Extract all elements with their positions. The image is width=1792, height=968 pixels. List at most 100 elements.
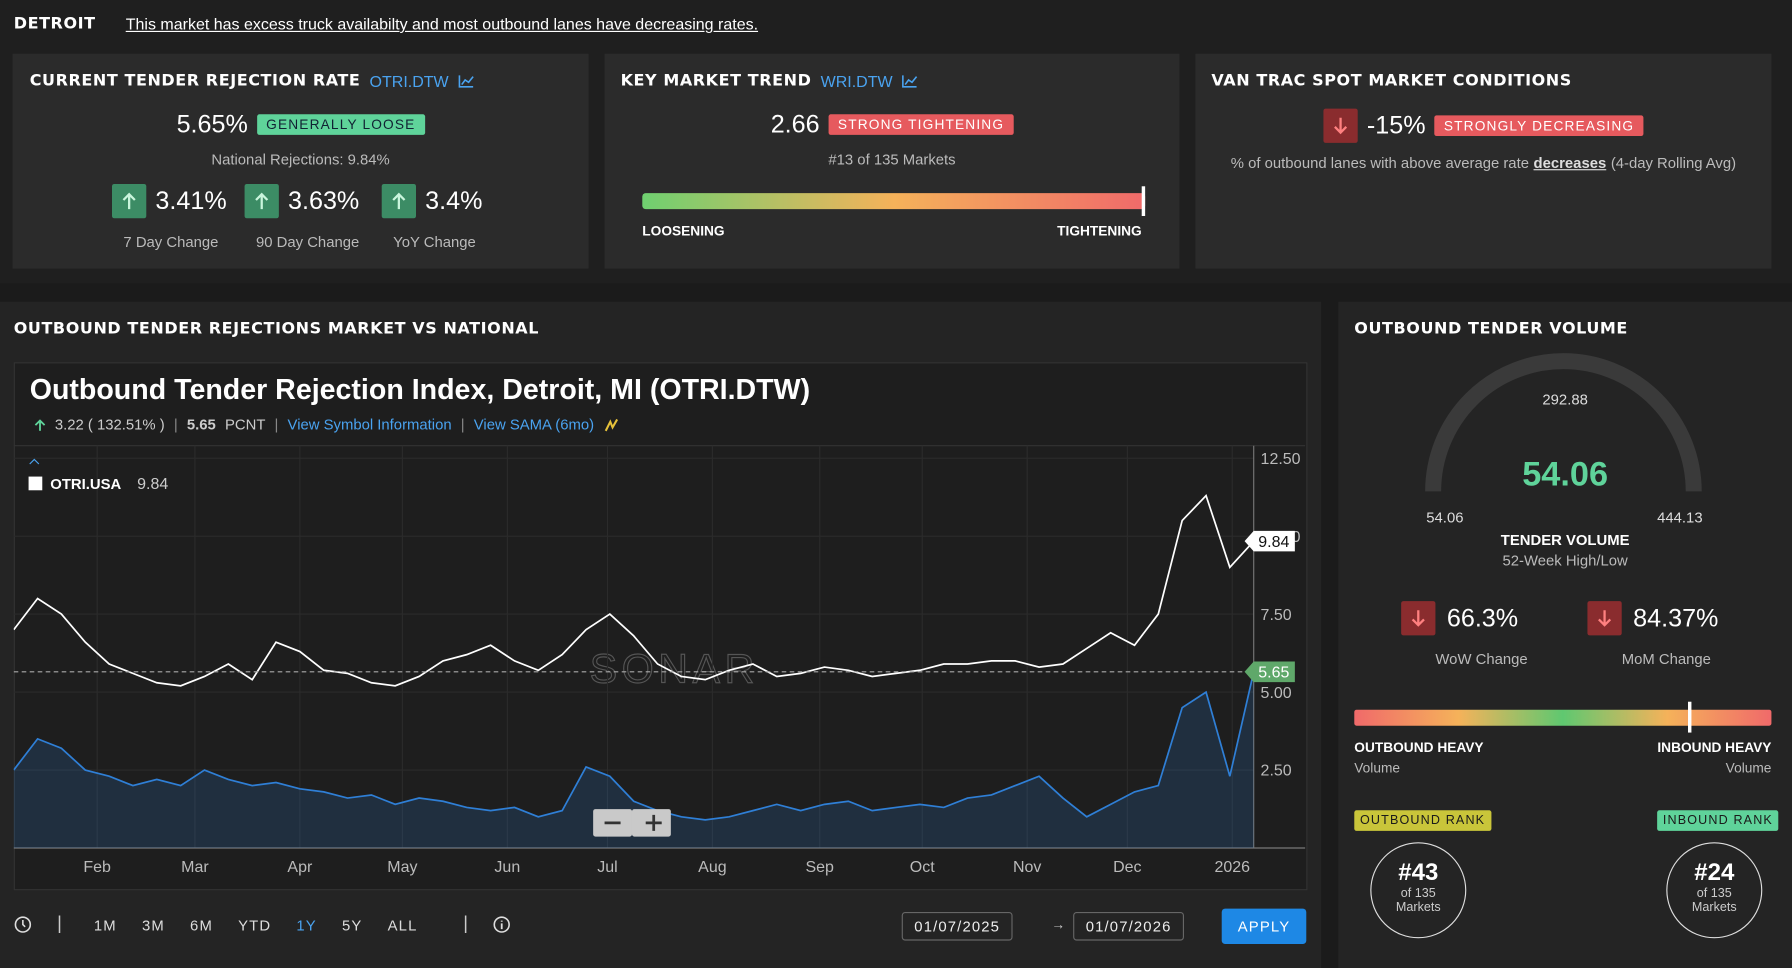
rank-number: #24 (1694, 859, 1735, 886)
gauge-high: 444.13 (1657, 508, 1703, 526)
range-button[interactable]: 1Y (296, 915, 317, 934)
gauge-label: TENDER VOLUME (1500, 531, 1630, 549)
sama-link[interactable]: View SAMA (6mo) (473, 415, 595, 434)
series-line (13, 671, 1255, 821)
x-tick-label: Jul (597, 859, 617, 876)
symbol-link[interactable]: OTRI.DTW (369, 71, 449, 91)
gauge-low: 54.06 (1426, 508, 1464, 526)
last-value-label: 9.84 (1258, 534, 1289, 551)
chart-icon (902, 75, 918, 88)
change-value: 3.4% (425, 186, 483, 215)
trend-bar (642, 193, 1146, 210)
rank-title: OUTBOUND RANK (1354, 810, 1491, 831)
balance-marker (1687, 701, 1692, 733)
national-note: National Rejections: 9.84% (211, 150, 390, 168)
chart-title: Outbound Tender Rejection Index, Detroit… (29, 373, 811, 406)
watermark: SONAR (590, 645, 759, 691)
status-pill: GENERALLY LOOSE (257, 114, 425, 135)
trend-value: 2.66 (770, 109, 820, 139)
card-title: KEY MARKET TREND (620, 71, 812, 91)
range-button[interactable]: 5Y (341, 915, 363, 934)
x-tick-label: Jun (494, 859, 520, 876)
zoom-button[interactable] (631, 809, 671, 837)
note-text: % of outbound lanes with above average r… (1230, 154, 1529, 172)
change-block: 3.63% (244, 183, 360, 219)
down-icon (1323, 108, 1358, 143)
x-tick-label: 2026 (1214, 859, 1250, 876)
separator: | (57, 914, 62, 934)
range-button[interactable]: 6M (190, 915, 213, 934)
right-label: INBOUND HEAVY (1657, 739, 1772, 756)
series-line (13, 494, 1255, 687)
left-sub: Volume (1354, 759, 1401, 776)
up-icon (111, 183, 147, 219)
gauge-value: 54.06 (1522, 455, 1609, 494)
start-date[interactable]: 01/07/2025 (901, 911, 1013, 941)
left-label: OUTBOUND HEAVY (1354, 739, 1484, 756)
unit: PCNT (224, 415, 266, 434)
trend-rank: #13 of 135 Markets (828, 150, 956, 168)
x-tick-label: Feb (83, 859, 111, 876)
spot-value: -15% (1366, 110, 1426, 140)
balance-bar (1354, 709, 1772, 726)
x-tick-label: Mar (181, 859, 209, 876)
last-value: 5.65 (186, 415, 216, 434)
change-block: 3.4% (381, 183, 483, 219)
low-label: LOOSENING (642, 222, 725, 239)
clock-icon (14, 916, 32, 933)
spot-card: VAN TRAC SPOT MARKET CONDITIONS -15% STR… (1195, 53, 1772, 269)
status-pill: STRONG TIGHTENING (828, 114, 1014, 135)
zoom-control (593, 809, 671, 837)
gauge-top: 292.88 (1542, 390, 1588, 408)
range-buttons: 1M 3M 6M YTD 1Y 5Y ALL (94, 916, 418, 933)
change-value: 3.63% (287, 186, 360, 215)
change-label: MoM Change (1621, 650, 1711, 668)
change-block: 66.3% (1401, 601, 1519, 636)
sama-icon (604, 418, 618, 431)
chart: SONAR Feb Mar Apr May Jun Jul Aug Sep Oct Nov Dec 20… (13, 445, 1306, 876)
down-icon (1401, 601, 1436, 636)
panel-title: OUTBOUND TENDER REJECTIONS MARKET VS NAT… (13, 319, 540, 339)
end-date[interactable]: 01/07/2026 (1073, 911, 1185, 941)
change-label: WoW Change (1435, 650, 1528, 668)
range-button[interactable]: 1M (93, 915, 117, 934)
x-tick-label: Dec (1113, 859, 1141, 876)
change-block: 3.41% (111, 183, 227, 219)
last-value-tag (1244, 661, 1295, 683)
arrow: → (1051, 916, 1066, 933)
change-block: 84.37% (1587, 601, 1719, 636)
change-value: 66.3% (1446, 603, 1519, 632)
card-title: CURRENT TENDER REJECTION RATE (29, 71, 361, 91)
y-tick-label: 2.50 (1261, 763, 1292, 780)
market-summary: This market has excess truck availabilty… (125, 14, 759, 34)
note-text: (4-day Rolling Avg) (1610, 154, 1737, 172)
zoom-button[interactable] (593, 809, 632, 837)
legend-value: 9.84 (137, 476, 168, 493)
gauge-arc (1425, 353, 1702, 492)
change-label: 90 Day Change (255, 233, 360, 251)
change-text: 3.22 ( 132.51% ) (54, 415, 165, 434)
legend-swatch (28, 476, 43, 491)
range-button[interactable]: ALL (387, 915, 418, 934)
right-sub: Volume (1725, 759, 1772, 776)
symbol-link[interactable]: WRI.DTW (820, 71, 893, 91)
collapse-caret (29, 458, 40, 465)
last-value-tag (1244, 530, 1295, 552)
chart-frame (13, 362, 1308, 891)
change-value: 84.37% (1633, 603, 1719, 632)
range-button[interactable]: YTD (238, 915, 272, 934)
range-button[interactable]: 3M (141, 915, 165, 934)
rank-of: of 135 (1400, 886, 1436, 901)
rejection-value: 5.65% (176, 109, 248, 139)
rank-unit: Markets (1691, 900, 1737, 915)
symbol-info-link[interactable]: View Symbol Information (287, 415, 452, 434)
market-name: DETROIT (13, 14, 96, 34)
apply-button[interactable]: APPLY (1221, 908, 1307, 944)
range-bar: | 1M 3M 6M YTD 1Y 5Y ALL | (14, 914, 512, 935)
down-icon (1587, 601, 1622, 636)
chart-subtitle: 3.22 ( 132.51% ) | 5.65 PCNT | View Symbol… (34, 416, 619, 433)
rank-unit: Markets (1395, 900, 1441, 915)
chart-icon (458, 75, 474, 88)
high-label: TIGHTENING (1057, 222, 1142, 239)
